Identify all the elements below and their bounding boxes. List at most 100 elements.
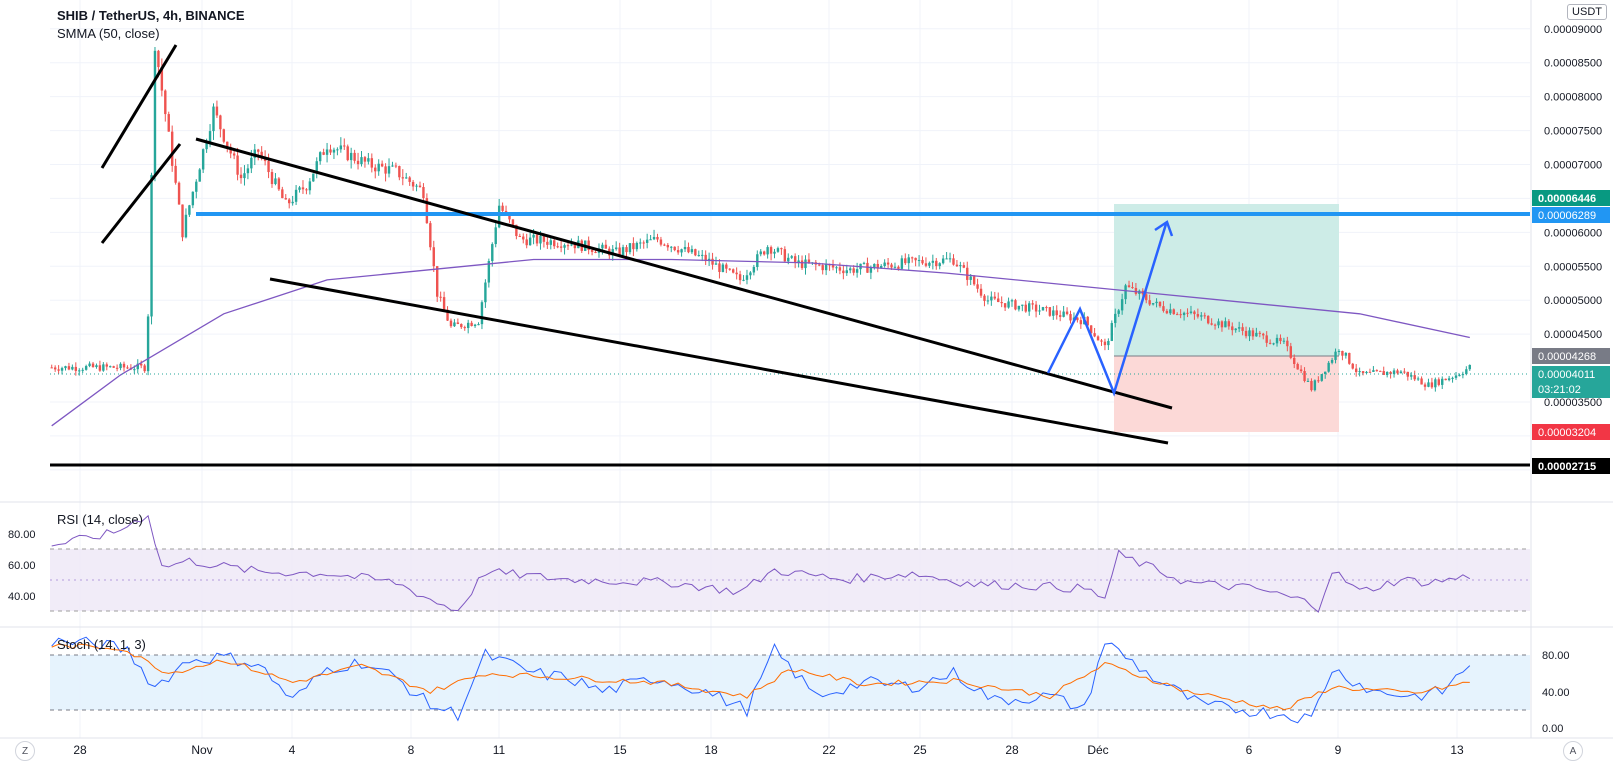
zoom-button[interactable]: Z (15, 741, 35, 761)
candle-body (188, 205, 191, 215)
candle-body (687, 246, 690, 253)
candle-body (102, 364, 105, 371)
candle-body (95, 365, 98, 368)
candle-body (997, 298, 1000, 303)
stoch-tick-0: 0.00 (1542, 723, 1563, 735)
candle-body (769, 247, 773, 254)
candle-body (694, 249, 697, 256)
candle-body (1210, 323, 1213, 325)
candle-body (57, 369, 60, 371)
time-tick-1: Nov (191, 743, 212, 757)
candle-body (1200, 315, 1203, 317)
candle-body (1337, 350, 1341, 352)
candle-body (405, 177, 408, 179)
candle-body (718, 263, 721, 272)
candle-body (673, 246, 676, 251)
candle-body (910, 257, 914, 259)
candle-body (1434, 379, 1437, 388)
candle-body (1310, 380, 1313, 391)
time-tick-12: 9 (1335, 743, 1342, 757)
candle-body (1093, 333, 1096, 337)
candle-body (1134, 287, 1138, 294)
candle-body (618, 247, 621, 256)
candle-body (201, 149, 205, 170)
candle-body (174, 165, 177, 183)
candle-body (1447, 378, 1451, 381)
candle-body (484, 282, 487, 303)
candle-body (1268, 342, 1272, 344)
candle-body (780, 248, 783, 250)
candle-body (236, 155, 239, 175)
candle-body (1058, 315, 1062, 317)
candle-body (494, 227, 497, 245)
candle-body (1320, 374, 1323, 381)
auto-scale-button[interactable]: A (1563, 741, 1583, 761)
candle-body (353, 152, 356, 161)
candle-body (239, 174, 243, 179)
candle-body (914, 257, 917, 261)
price-tick-4: 0.00007000 (1544, 160, 1602, 172)
candle-body (525, 239, 528, 246)
candle-body (343, 145, 346, 147)
candle-body (759, 251, 762, 255)
candle-body (1065, 311, 1069, 315)
candle-body (1206, 315, 1210, 324)
candle-body (1468, 365, 1471, 370)
candle-body (1155, 301, 1158, 304)
candle-body (1258, 332, 1262, 334)
candle-body (831, 265, 835, 268)
candle-body (924, 263, 928, 266)
target-price: 0.00006446 (1538, 193, 1596, 205)
candle-body (394, 165, 398, 167)
candle-body (126, 367, 129, 369)
candle-body (1344, 352, 1348, 356)
currency-button[interactable]: USDT (1567, 4, 1607, 20)
stoch-title[interactable]: Stoch (14, 1, 3) (57, 637, 146, 652)
candle-body (1021, 304, 1024, 306)
candle-body (1379, 370, 1382, 372)
candle-body (98, 365, 102, 371)
candle-body (621, 247, 625, 256)
candle-body (921, 259, 924, 264)
candle-body (170, 131, 174, 166)
candle-body (938, 263, 941, 267)
candle-body (1265, 335, 1268, 343)
candle-body (635, 242, 639, 250)
rsi-title[interactable]: RSI (14, close) (57, 512, 143, 527)
candle-body (907, 257, 910, 264)
candle-body (625, 247, 628, 253)
candle-body (215, 106, 219, 116)
channel-lower-line (100, 143, 182, 244)
candle-body (315, 161, 318, 174)
candle-body (191, 191, 195, 206)
candle-body (91, 363, 95, 368)
projection-path (1046, 223, 1168, 397)
smma-line (51, 258, 1470, 427)
candle-body (852, 268, 855, 273)
candle-body (628, 243, 632, 253)
candle-body (380, 163, 384, 167)
candle-body (1179, 314, 1182, 316)
candle-body (298, 187, 301, 190)
candle-body (449, 320, 453, 327)
candle-body (150, 174, 153, 317)
candle-body (752, 267, 756, 273)
candle-body (553, 240, 556, 247)
candle-body (522, 236, 525, 240)
candle-body (917, 259, 921, 261)
candle-body (1461, 374, 1465, 376)
candle-body (477, 324, 480, 326)
candle-body (587, 240, 590, 250)
candle-body (845, 270, 848, 274)
candle-body (1244, 330, 1248, 337)
candle-body (157, 50, 160, 68)
time-tick-11: 6 (1246, 743, 1253, 757)
candle-body (1055, 310, 1058, 316)
candle-body (742, 279, 745, 281)
candle-body (301, 187, 305, 190)
smma-label[interactable]: SMMA (50, close) (57, 26, 160, 41)
candle-body (1028, 303, 1031, 312)
candle-body (732, 269, 735, 273)
current-price-badge: 0.00004011 03:21:02 (1532, 366, 1610, 398)
